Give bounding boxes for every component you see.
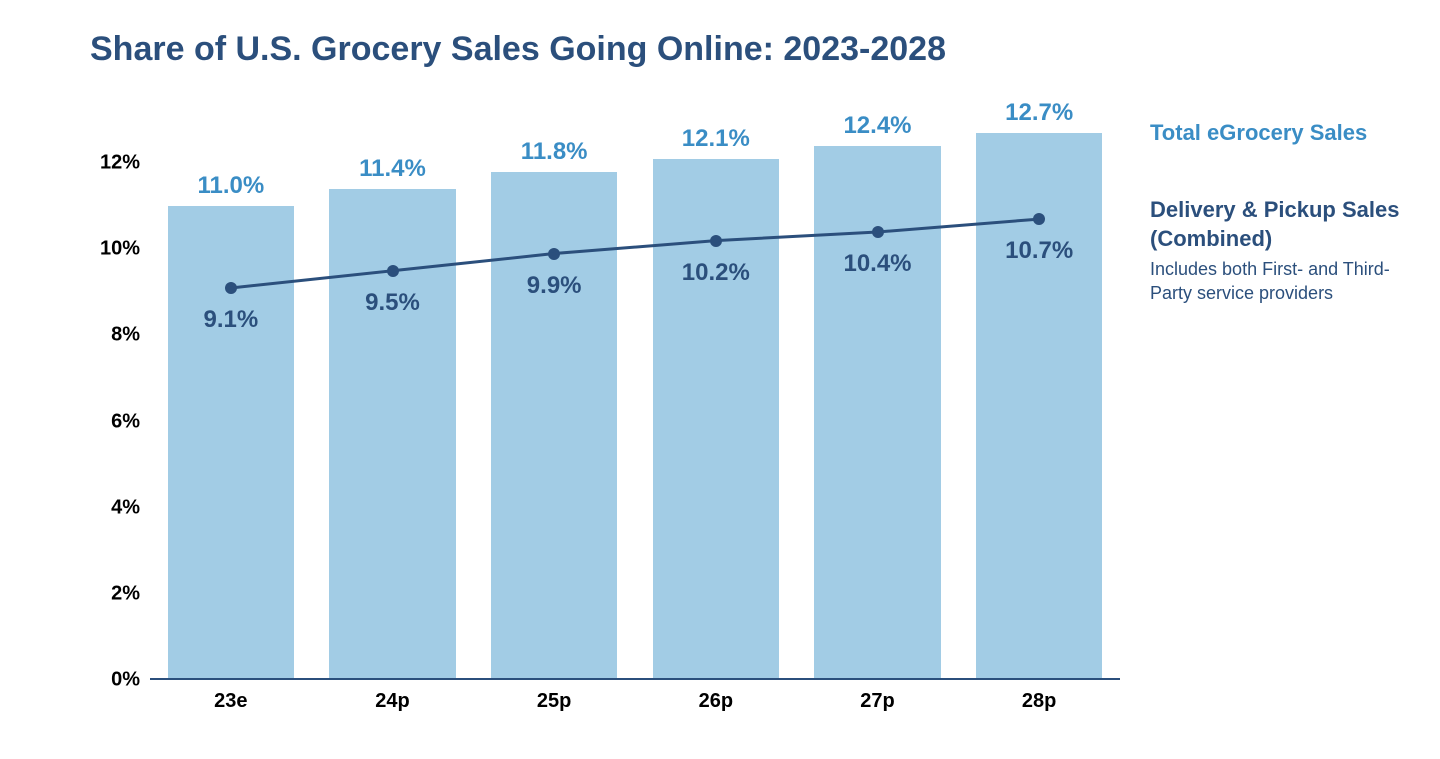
x-category-label: 26p	[699, 690, 733, 713]
legend-line-series-title: Delivery & Pickup Sales (Combined)	[1150, 196, 1410, 253]
y-tick-label: 12%	[100, 152, 140, 175]
x-axis-line	[150, 678, 1120, 680]
legend-bar-series: Total eGrocery Sales	[1150, 120, 1410, 146]
x-category-label: 28p	[1022, 690, 1056, 713]
x-category-label: 24p	[375, 690, 409, 713]
legend: Total eGrocery Sales Delivery & Pickup S…	[1150, 120, 1410, 306]
legend-line-series-subtitle: Includes both First- and Third-Party ser…	[1150, 257, 1410, 306]
plot-area: 0%2%4%6%8%10%12% 11.0%23e11.4%24p11.8%25…	[150, 120, 1120, 680]
y-tick-label: 6%	[111, 410, 140, 433]
chart-title: Share of U.S. Grocery Sales Going Online…	[90, 30, 946, 69]
line-layer	[150, 120, 1120, 680]
x-category-label: 25p	[537, 690, 571, 713]
y-tick-label: 4%	[111, 496, 140, 519]
y-tick-label: 10%	[100, 238, 140, 261]
x-category-label: 23e	[214, 690, 247, 713]
x-category-label: 27p	[860, 690, 894, 713]
y-tick-label: 0%	[111, 669, 140, 692]
line-path	[231, 219, 1039, 288]
y-tick-label: 8%	[111, 324, 140, 347]
y-tick-label: 2%	[111, 582, 140, 605]
y-axis: 0%2%4%6%8%10%12%	[80, 120, 150, 680]
